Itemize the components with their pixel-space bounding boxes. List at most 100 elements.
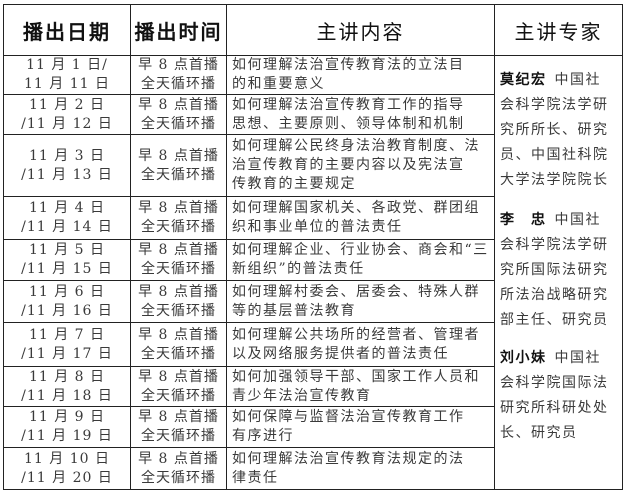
expert-line: 李 忠中国社 bbox=[500, 208, 620, 233]
expert-block: 刘小妹 中国社 会科学院国际法 研究所科研处处 长、研究员 bbox=[500, 346, 620, 446]
expert-title: 中国社 bbox=[554, 212, 601, 228]
table-row: 11 月 1 日/11 月 11 日早 8 点首播 全天循环播 如何理解法治宣传教育… bbox=[3, 55, 623, 490]
lecture-topic-line: 等的基层普法教育 bbox=[232, 302, 356, 319]
expert-name: 李 忠 bbox=[500, 212, 547, 228]
table-row: 11 月 5 日/11 月 15 日 早 8 点首播 全天循环播 如何理解企业、行业协… bbox=[3, 239, 623, 281]
lecture-topic: 如何理解村委会、居委会、特殊人群 等的基层普法教育 bbox=[226, 280, 495, 323]
broadcast-time: 早 8 点首播 全天循环播 bbox=[130, 134, 227, 197]
broadcast-time-line: 全天循环播 bbox=[141, 219, 216, 235]
lecture-topic-line: 律责任 bbox=[232, 469, 279, 486]
lecture-topic-line: 以及网络服务提供者的普法责任 bbox=[232, 345, 449, 362]
broadcast-date-line: 11 月 9 日 bbox=[28, 409, 106, 425]
header-time: 播出时间 bbox=[130, 4, 227, 56]
broadcast-date: 11 月 8 日/11 月 18 日 bbox=[3, 366, 131, 407]
header-row: 播出日期 播出时间 主讲内容 主讲专家 bbox=[3, 4, 623, 56]
broadcast-date-line: 11 月 11 日 bbox=[24, 76, 110, 92]
table-row: 11 月 8 日/11 月 18 日早 8 点首播 全天循环播 如何加强领导干部、国… bbox=[3, 366, 623, 407]
lecture-topic-line: 如何理解法治宣传教育法规定的法 bbox=[232, 450, 465, 467]
lecture-topic: 如何理解法治宣传教育工作的指导 思想、主要原则、领导体制和机制 bbox=[226, 94, 495, 135]
expert-block: 莫纪宏 中国社 会科学院法学研 究所所长、研究 员、中国社科院 大学法学院院长 bbox=[500, 68, 620, 193]
expert-line: 所法治战略研究 bbox=[500, 287, 609, 303]
broadcast-time-line: 早 8 点首播 bbox=[138, 96, 219, 113]
lecture-topic-line: 的和重要意义 bbox=[232, 76, 325, 92]
lecture-topic-line: 如何理解公民终身法治教育制度、法 bbox=[232, 138, 480, 154]
experts-cell: 莫纪宏 中国社 会科学院法学研 究所所长、研究 员、中国社科院 大学法学院院长李 忠中国社… bbox=[494, 55, 623, 490]
lecture-topic: 如何理解国家机关、各政党、群团组 织和事业单位的普法责任 bbox=[226, 196, 495, 240]
broadcast-date-line: 11 月 2 日 bbox=[28, 96, 106, 113]
expert-block: 李 忠中国社 会科学院法学研 究所国际法研究 所法治战略研究 部主任、研究员 bbox=[500, 208, 620, 333]
lecture-topic: 如何理解公民终身法治教育制度、法 治宣传教育的主要内容以及宪法宣 传教育的主要规定 bbox=[226, 134, 495, 197]
lecture-topic-line: 有序进行 bbox=[232, 428, 294, 444]
broadcast-date-line: /11 月 14 日 bbox=[21, 219, 113, 235]
broadcast-time: 早 8 点首播 全天循环播 bbox=[130, 322, 227, 367]
expert-line: 部主任、研究员 bbox=[500, 312, 609, 328]
broadcast-time: 早 8 点首播 全天循环播 bbox=[130, 196, 227, 240]
broadcast-time-line: 全天循环播 bbox=[141, 345, 216, 362]
expert-title: 中国社 bbox=[554, 350, 601, 366]
header-date: 播出日期 bbox=[3, 4, 131, 56]
broadcast-time-line: 早 8 点首播 bbox=[138, 200, 219, 216]
broadcast-date: 11 月 1 日/11 月 11 日 bbox=[3, 55, 131, 95]
broadcast-time-line: 早 8 点首播 bbox=[138, 283, 219, 300]
broadcast-date-line: 11 月 3 日 bbox=[28, 147, 106, 164]
broadcast-time-line: 全天循环播 bbox=[141, 76, 216, 92]
broadcast-time: 早 8 点首播 全天循环播 bbox=[130, 239, 227, 281]
lecture-topic: 如何理解企业、行业协会、商会和“三 新组织”的普法责任 bbox=[226, 239, 495, 281]
lecture-topic-line: 思想、主要原则、领导体制和机制 bbox=[232, 115, 465, 132]
broadcast-date-line: 11 月 1 日/ bbox=[26, 57, 108, 73]
lecture-topic-line: 青少年法治宣传教育 bbox=[232, 387, 372, 404]
expert-name: 刘小妹 bbox=[500, 350, 547, 366]
lecture-topic-line: 织和事业单位的普法责任 bbox=[232, 219, 403, 235]
broadcast-time-line: 全天循环播 bbox=[141, 115, 216, 132]
broadcast-time-line: 早 8 点首播 bbox=[138, 147, 219, 164]
broadcast-date: 11 月 9 日/11 月 19 日 bbox=[3, 406, 131, 448]
broadcast-date: 11 月 7 日/11 月 17 日 bbox=[3, 322, 131, 367]
broadcast-time-line: 早 8 点首播 bbox=[138, 57, 219, 73]
broadcast-time-line: 全天循环播 bbox=[141, 428, 216, 444]
lecture-topic: 如何加强领导干部、国家工作人员和 青少年法治宣传教育 bbox=[226, 366, 495, 407]
broadcast-date-line: 11 月 7 日 bbox=[28, 326, 106, 343]
broadcast-date-line: 11 月 5 日 bbox=[28, 242, 106, 258]
expert-name: 莫纪宏 bbox=[500, 72, 547, 88]
expert-title: 中国社 bbox=[554, 72, 601, 88]
broadcast-time-line: 早 8 点首播 bbox=[138, 409, 219, 425]
lecture-topic: 如何理解法治宣传教育法的立法目 的和重要意义 bbox=[226, 55, 495, 95]
lecture-topic: 如何理解法治宣传教育法规定的法 律责任 bbox=[226, 447, 495, 490]
lecture-topic: 如何理解公共场所的经营者、管理者 以及网络服务提供者的普法责任 bbox=[226, 322, 495, 367]
broadcast-time: 早 8 点首播 全天循环播 bbox=[130, 280, 227, 323]
broadcast-date-line: /11 月 13 日 bbox=[21, 166, 113, 183]
broadcast-time: 早 8 点首播 全天循环播 bbox=[130, 94, 227, 135]
lecture-topic-line: 如何加强领导干部、国家工作人员和 bbox=[232, 368, 480, 385]
header-topic: 主讲内容 bbox=[226, 4, 495, 56]
header-expert: 主讲专家 bbox=[494, 4, 623, 56]
table-row: 11 月 4 日/11 月 14 日 早 8 点首播 全天循环播 如何理解国家机关、各… bbox=[3, 196, 623, 240]
lecture-topic-line: 如何理解国家机关、各政党、群团组 bbox=[232, 200, 480, 216]
broadcast-time-line: 全天循环播 bbox=[141, 387, 216, 404]
table-row: 11 月 7 日/11 月 17 日早 8 点首播 全天循环播 如何理解公共场所的经… bbox=[3, 322, 623, 367]
expert-line: 莫纪宏 中国社 bbox=[500, 68, 620, 93]
lecture-topic-line: 如何理解村委会、居委会、特殊人群 bbox=[232, 283, 480, 300]
broadcast-date-line: /11 月 17 日 bbox=[21, 345, 113, 362]
broadcast-time-line: 全天循环播 bbox=[141, 302, 216, 319]
lecture-topic-line: 传教育的主要规定 bbox=[232, 176, 356, 192]
expert-line: 员、中国社科院 bbox=[500, 147, 609, 163]
lecture-topic-line: 如何理解公共场所的经营者、管理者 bbox=[232, 326, 480, 343]
expert-line: 究所国际法研究 bbox=[500, 262, 609, 278]
broadcast-time-line: 全天循环播 bbox=[141, 469, 216, 486]
broadcast-date-line: /11 月 19 日 bbox=[21, 428, 113, 444]
lecture-topic-line: 如何理解企业、行业协会、商会和“三 bbox=[232, 242, 489, 258]
expert-line: 长、研究员 bbox=[500, 425, 578, 441]
expert-line: 会科学院国际法 bbox=[500, 375, 609, 391]
broadcast-date-line: 11 月 8 日 bbox=[28, 368, 106, 385]
broadcast-time-line: 早 8 点首播 bbox=[138, 326, 219, 343]
broadcast-date-line: /11 月 15 日 bbox=[21, 261, 113, 277]
lecture-topic: 如何保障与监督法治宣传教育工作 有序进行 bbox=[226, 406, 495, 448]
expert-line: 会科学院法学研 bbox=[500, 97, 609, 113]
lecture-topic-line: 如何保障与监督法治宣传教育工作 bbox=[232, 409, 465, 425]
broadcast-time: 早 8 点首播 全天循环播 bbox=[130, 366, 227, 407]
broadcast-time-line: 早 8 点首播 bbox=[138, 450, 219, 467]
expert-line: 大学法学院院长 bbox=[500, 172, 609, 188]
broadcast-date: 11 月 6 日/11 月 16 日 bbox=[3, 280, 131, 323]
broadcast-time-line: 早 8 点首播 bbox=[138, 368, 219, 385]
broadcast-date-line: 11 月 4 日 bbox=[28, 200, 106, 216]
